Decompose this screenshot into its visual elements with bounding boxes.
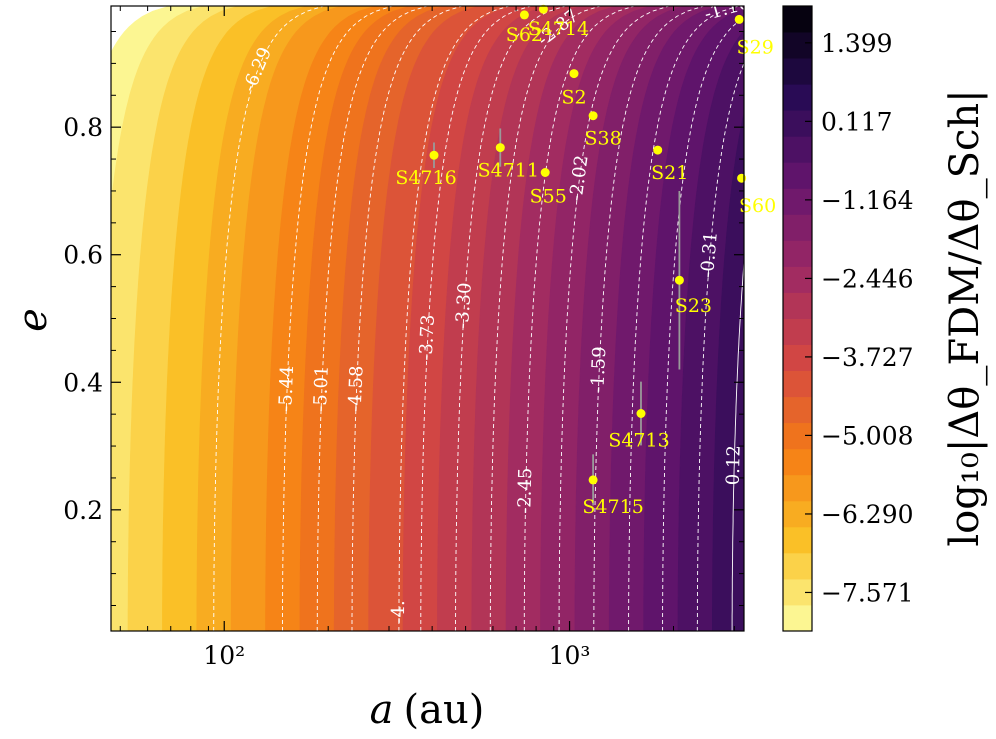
x-tick-label: 10² bbox=[203, 641, 245, 670]
colorbar-tick-label: 0.117 bbox=[821, 107, 893, 136]
colorbar-swatch bbox=[783, 32, 812, 59]
colorbar-swatch bbox=[783, 396, 812, 424]
contour-label: -0.31 bbox=[697, 231, 722, 279]
star-point bbox=[569, 69, 579, 79]
y-tick-label: 0.6 bbox=[63, 241, 103, 270]
contour-label: -3.30 bbox=[452, 282, 476, 329]
colorbar-swatch bbox=[783, 58, 812, 85]
contour-label: -5.44 bbox=[275, 365, 298, 412]
star-label: S4714 bbox=[528, 18, 589, 40]
star-label: S4711 bbox=[478, 160, 539, 182]
star-point bbox=[540, 168, 550, 177]
heatmap-band bbox=[711, 111, 744, 631]
colorbar-swatch bbox=[783, 474, 812, 502]
star-label: S21 bbox=[651, 162, 688, 184]
colorbar-tick-label: −7.571 bbox=[821, 579, 914, 608]
colorbar-frame bbox=[782, 5, 813, 632]
heatmap bbox=[111, 6, 764, 631]
y-axis-label: e bbox=[10, 308, 56, 332]
star-label: S38 bbox=[584, 128, 621, 150]
star-label: S4713 bbox=[608, 430, 669, 452]
star-point bbox=[519, 10, 529, 20]
colorbar-swatch bbox=[783, 526, 812, 554]
colorbar-tick-label: 1.399 bbox=[821, 29, 893, 58]
colorbar-swatch bbox=[783, 552, 812, 580]
colorbar-swatch bbox=[783, 162, 812, 189]
axes: 10² 10³ 0.2 0.4 0.6 0.8 bbox=[63, 6, 744, 670]
star-point bbox=[734, 14, 744, 24]
star-point bbox=[588, 475, 598, 485]
contour-label: -4.58 bbox=[345, 365, 368, 412]
x-tick-label: 10³ bbox=[549, 641, 591, 670]
star-label: S55 bbox=[530, 186, 567, 208]
contour-label: 0.12 bbox=[723, 445, 745, 486]
contour-label: -4. bbox=[388, 600, 409, 623]
contour-label: -5.01 bbox=[310, 365, 333, 412]
colorbar-tick-label: −5.008 bbox=[821, 421, 914, 450]
star-point bbox=[588, 111, 598, 121]
star-label: S23 bbox=[675, 295, 712, 317]
colorbar-swatch bbox=[783, 448, 812, 476]
colorbar-swatch bbox=[783, 292, 812, 319]
colorbar-swatch bbox=[783, 344, 812, 371]
contour-label: -2.45 bbox=[514, 467, 536, 514]
colorbar-swatch bbox=[783, 318, 812, 345]
star-point bbox=[636, 409, 646, 418]
star-label: S2 bbox=[561, 87, 586, 109]
star-point bbox=[429, 150, 439, 160]
heatmap-band bbox=[111, 6, 204, 208]
colorbar-swatch bbox=[783, 188, 812, 215]
colorbar-swatch bbox=[783, 84, 812, 111]
colorbar-tick-label: −6.290 bbox=[821, 500, 914, 529]
star-label: S4716 bbox=[395, 167, 456, 189]
colorbar-swatch bbox=[783, 214, 812, 241]
star-point bbox=[653, 145, 663, 155]
x-axis-label: a (au) bbox=[370, 687, 485, 733]
star-point bbox=[538, 4, 548, 14]
y-tick-label: 0.2 bbox=[63, 496, 103, 525]
colorbar-swatch bbox=[783, 266, 812, 293]
star-point bbox=[495, 143, 505, 153]
colorbar-label: log₁₀|Δθ_FDM/Δθ_Sch| bbox=[942, 89, 988, 546]
colorbar-swatch bbox=[783, 370, 812, 398]
colorbar-tick-label: −1.164 bbox=[821, 186, 914, 215]
star-point bbox=[737, 173, 747, 183]
contour-label: -1.59 bbox=[587, 346, 610, 393]
colorbar-swatch bbox=[783, 136, 812, 163]
heatmap-band bbox=[747, 6, 764, 631]
contour-label: -3.73 bbox=[416, 314, 439, 361]
star-label: S4715 bbox=[582, 496, 643, 518]
y-tick-label: 0.8 bbox=[63, 113, 103, 142]
colorbar-swatch bbox=[783, 240, 812, 267]
colorbar-swatch bbox=[783, 605, 812, 632]
colorbar-tick-label: −2.446 bbox=[821, 264, 914, 293]
star-label: S60 bbox=[739, 195, 776, 217]
star-label: S29 bbox=[737, 36, 774, 58]
star-point bbox=[674, 275, 684, 285]
y-tick-label: 0.4 bbox=[63, 368, 103, 397]
colorbar-swatch bbox=[783, 6, 812, 33]
colorbar-tick-label: −3.727 bbox=[821, 343, 914, 372]
star-label: S62 bbox=[506, 24, 543, 46]
colorbar-swatch bbox=[783, 110, 812, 137]
colorbar: 1.399 0.117 −1.164 −2.446 −3.727 −5.008 −6.290… bbox=[782, 5, 914, 632]
